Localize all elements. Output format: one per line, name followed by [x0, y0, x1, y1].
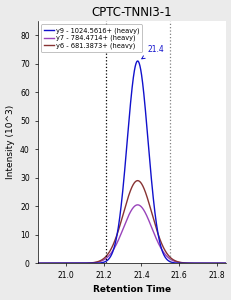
Legend: y9 - 1024.5616+ (heavy), y7 - 784.4714+ (heavy), y6 - 681.3873+ (heavy): y9 - 1024.5616+ (heavy), y7 - 784.4714+ … [41, 24, 142, 52]
y9 - 1024.5616+ (heavy) [122, 172, 125, 175]
y6 - 681.3873+ (heavy) [219, 261, 221, 265]
Text: 21.4: 21.4 [141, 45, 163, 59]
y6 - 681.3873+ (heavy) [184, 261, 187, 265]
y9 - 1024.5616+ (heavy) [36, 261, 39, 265]
y7 - 784.4714+ (heavy) [36, 261, 39, 265]
y9 - 1024.5616+ (heavy) [224, 261, 227, 265]
y9 - 1024.5616+ (heavy) [219, 261, 222, 265]
y7 - 784.4714+ (heavy) [46, 261, 48, 265]
y6 - 681.3873+ (heavy) [224, 261, 227, 265]
y7 - 784.4714+ (heavy) [184, 261, 187, 265]
y9 - 1024.5616+ (heavy) [128, 114, 130, 118]
y6 - 681.3873+ (heavy) [122, 208, 125, 212]
Y-axis label: Intensity (10^3): Intensity (10^3) [6, 105, 15, 179]
y9 - 1024.5616+ (heavy) [46, 261, 48, 265]
Line: y9 - 1024.5616+ (heavy): y9 - 1024.5616+ (heavy) [37, 61, 225, 263]
y6 - 681.3873+ (heavy) [136, 179, 138, 182]
y7 - 784.4714+ (heavy) [224, 261, 227, 265]
y9 - 1024.5616+ (heavy) [184, 261, 187, 265]
y6 - 681.3873+ (heavy) [128, 192, 130, 195]
y7 - 784.4714+ (heavy) [122, 224, 125, 227]
Line: y6 - 681.3873+ (heavy): y6 - 681.3873+ (heavy) [37, 181, 225, 263]
y9 - 1024.5616+ (heavy) [219, 261, 221, 265]
X-axis label: Retention Time: Retention Time [92, 285, 170, 294]
y7 - 784.4714+ (heavy) [136, 203, 138, 207]
y7 - 784.4714+ (heavy) [219, 261, 221, 265]
y6 - 681.3873+ (heavy) [36, 261, 39, 265]
y6 - 681.3873+ (heavy) [219, 261, 222, 265]
y7 - 784.4714+ (heavy) [219, 261, 222, 265]
Title: CPTC-TNNI3-1: CPTC-TNNI3-1 [91, 6, 172, 19]
y6 - 681.3873+ (heavy) [46, 261, 48, 265]
Line: y7 - 784.4714+ (heavy): y7 - 784.4714+ (heavy) [37, 205, 225, 263]
y9 - 1024.5616+ (heavy) [136, 59, 138, 63]
y7 - 784.4714+ (heavy) [128, 212, 130, 216]
